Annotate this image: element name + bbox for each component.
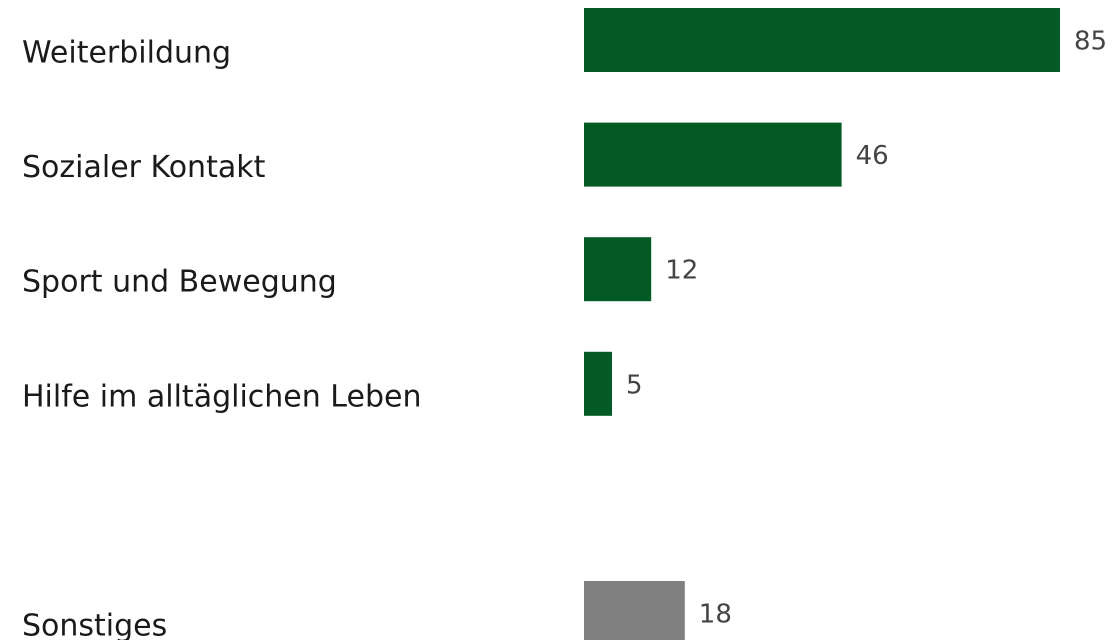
value-label: 12 [665,256,698,286]
bar [584,122,842,187]
value-label: 5 [626,370,643,400]
category-label: Weiterbildung [22,36,231,71]
category-label: Sozialer Kontakt [22,150,266,185]
category-label: Sport und Bewegung [22,265,337,300]
bar [584,351,612,416]
bar [584,237,652,302]
category-label: Sonstiges [22,609,167,640]
bar [584,8,1060,72]
value-label: 85 [1074,27,1107,57]
bar [584,581,685,640]
value-label: 18 [699,600,732,630]
category-label: Hilfe im alltäglichen Leben [22,379,421,414]
value-label: 46 [856,141,889,171]
